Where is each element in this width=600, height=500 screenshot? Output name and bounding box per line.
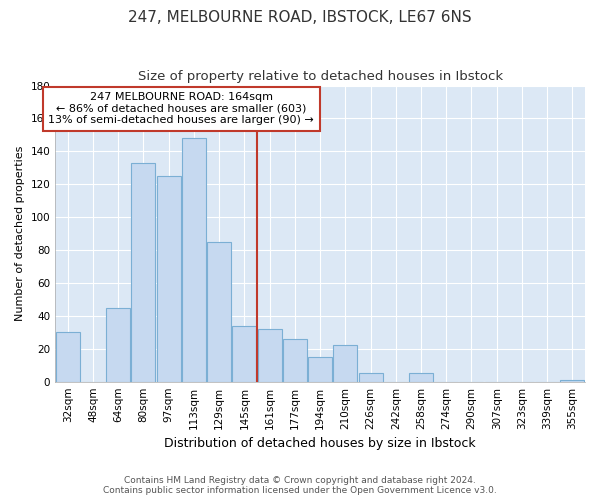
Bar xyxy=(334,346,357,382)
Bar xyxy=(232,326,256,382)
X-axis label: Distribution of detached houses by size in Ibstock: Distribution of detached houses by size … xyxy=(164,437,476,450)
Bar xyxy=(409,374,433,382)
Bar xyxy=(207,242,231,382)
Bar xyxy=(308,357,332,382)
Bar xyxy=(131,163,155,382)
Text: 247 MELBOURNE ROAD: 164sqm
← 86% of detached houses are smaller (603)
13% of sem: 247 MELBOURNE ROAD: 164sqm ← 86% of deta… xyxy=(49,92,314,126)
Bar xyxy=(56,332,80,382)
Bar xyxy=(157,176,181,382)
Bar xyxy=(359,374,383,382)
Bar xyxy=(283,339,307,382)
Bar xyxy=(257,329,281,382)
Text: 247, MELBOURNE ROAD, IBSTOCK, LE67 6NS: 247, MELBOURNE ROAD, IBSTOCK, LE67 6NS xyxy=(128,10,472,25)
Title: Size of property relative to detached houses in Ibstock: Size of property relative to detached ho… xyxy=(137,70,503,83)
Text: Contains HM Land Registry data © Crown copyright and database right 2024.
Contai: Contains HM Land Registry data © Crown c… xyxy=(103,476,497,495)
Y-axis label: Number of detached properties: Number of detached properties xyxy=(15,146,25,322)
Bar xyxy=(106,308,130,382)
Bar xyxy=(182,138,206,382)
Bar xyxy=(560,380,584,382)
